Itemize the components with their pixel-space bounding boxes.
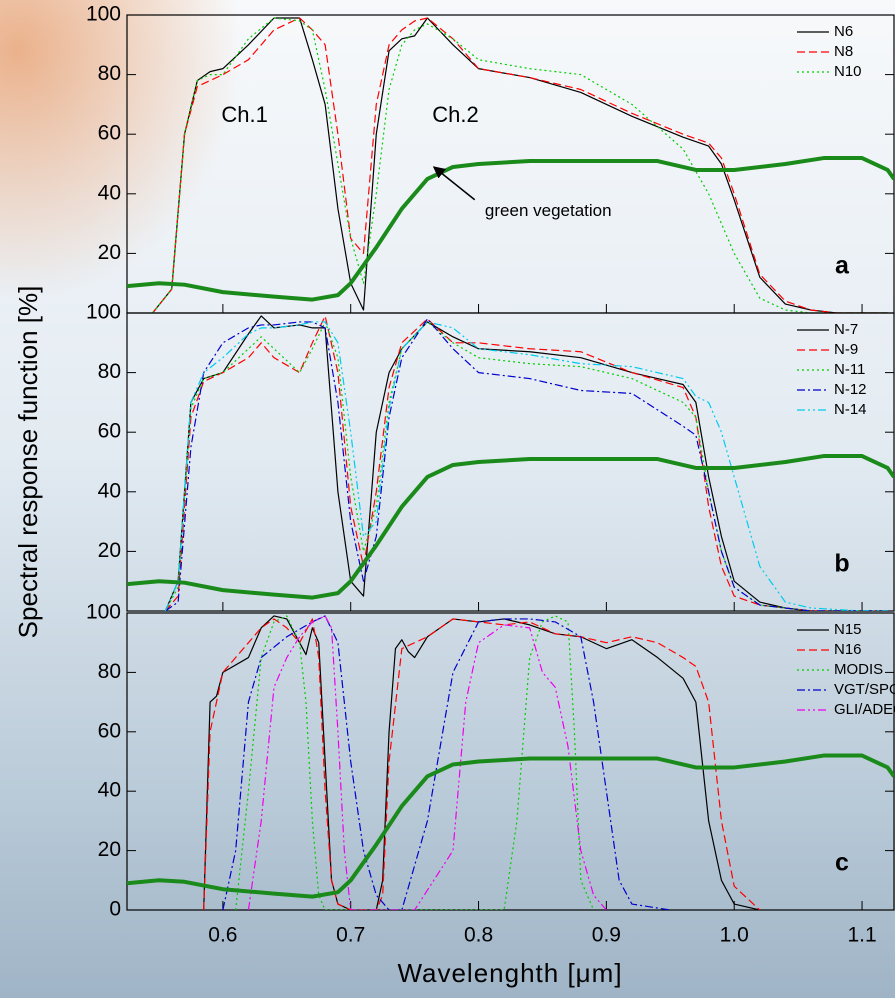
plot-frame [126,612,895,911]
series-line [235,615,595,910]
legend-label: MODIS [834,661,883,678]
annotation-arrow [432,166,476,201]
lines [127,315,894,611]
legend-label: GLI/ADEOS-II [834,701,895,718]
legend-label: N6 [834,23,853,40]
x-tick-label: 1.1 [847,924,876,947]
annotation: green vegetation [485,201,612,220]
annotation: Ch.1 [221,102,267,127]
y-axis-label: Spectral response function [%] [13,286,43,639]
panel-label: c [835,849,849,877]
legend-label: N-14 [834,401,867,418]
reference-line [127,454,894,600]
y-tick-label: 60 [98,719,121,742]
y-tick-label: 20 [98,241,121,264]
x-tick-label: 0.9 [592,924,621,947]
y-tick-label: 0 [109,898,121,921]
x-tick-label: 1.0 [720,924,749,947]
series-line [165,318,888,611]
legend-label: N-11 [834,361,865,378]
y-tick-label: 40 [98,479,121,502]
x-tick-label: 0.7 [336,924,365,947]
lines [127,17,894,313]
y-tick-label: 40 [98,181,121,204]
reference-line [127,753,894,899]
series-line [222,615,671,910]
y-tick-label: 40 [98,779,121,802]
legend-label: N10 [834,63,862,80]
y-tick-label: 80 [98,62,121,85]
series-line [152,17,888,313]
y-tick-label: 80 [98,660,121,683]
y-tick-label: 80 [98,360,121,383]
series-line [247,615,607,910]
legend-label: N-12 [834,381,867,398]
legend-label: N-7 [834,321,858,338]
y-tick-label: 60 [98,122,121,145]
y-tick-label: 20 [98,838,121,861]
legend-label: VGT/SPOT [834,681,895,698]
series-line [203,615,760,910]
series-line [164,321,888,611]
x-tick-label: 0.8 [464,924,493,947]
panel-label: a [835,252,850,280]
panel: 20 40 60 80 100 N6 N8 N10 a Ch.1 Ch.2 green vegetat… [86,3,895,314]
series-line [152,17,888,313]
series-line [203,618,761,910]
y-tick-label: 100 [86,3,121,26]
lines [127,615,894,910]
legend-label: N-9 [834,341,858,358]
legend-label: N15 [834,621,862,638]
series-line [164,315,888,611]
x-tick-label: 0.6 [208,924,237,947]
legend-label: N16 [834,641,862,658]
y-tick-label: 100 [86,601,121,624]
panel: 20 40 60 80 100 N-7 N-9 N-11 N-12 N-14 b [86,301,895,612]
series-line [164,321,888,611]
plot-frame [126,312,895,612]
y-tick-label: 60 [98,420,121,443]
panel-label: b [834,550,849,578]
y-tick-label: 20 [98,539,121,562]
x-axis-label: Wavelenghth [μm] [397,958,622,988]
legend-label: N8 [834,43,853,60]
annotation: Ch.2 [432,102,478,127]
reference-line [127,156,894,302]
y-tick-label: 100 [86,301,121,324]
panel: 0 20 40 60 80 100 0.6 0.7 0.8 0.9 1.0 1.1 N15 N16 MODI… [86,304,895,947]
